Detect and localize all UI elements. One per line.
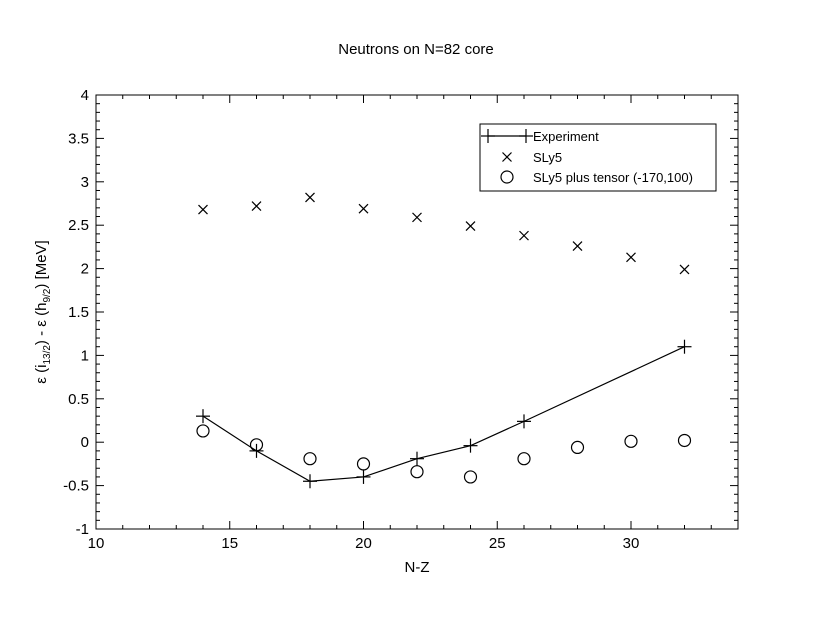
data-point (303, 474, 317, 489)
data-point (358, 203, 369, 214)
data-point (303, 452, 317, 466)
data-point (517, 452, 531, 466)
cross-b (519, 230, 529, 241)
cross-b (251, 201, 262, 212)
cross-b (572, 241, 583, 251)
cross-b (626, 252, 636, 263)
axis-tick-labels: 10 15 20 25 30 -1 -0.5 0 0.5 1 1.5 2 2.5 3 3.5 4 (63, 87, 639, 552)
data-point (196, 424, 210, 438)
data-point (465, 221, 476, 231)
data-point (519, 230, 529, 241)
data-point (196, 409, 210, 424)
y-tick-label: 4 (81, 87, 89, 104)
y-tick-label: -0.5 (63, 478, 89, 495)
series-0 (196, 339, 692, 489)
cross-b (305, 192, 315, 203)
data-point (679, 264, 690, 275)
data-point (251, 201, 262, 212)
y-tick-label: -1 (76, 521, 89, 538)
y-tick-label: 0.5 (68, 391, 89, 408)
data-point (356, 469, 371, 484)
y-axis-label: ε (i13/2) - ε (h9/2) [MeV] (33, 240, 53, 383)
legend-box (479, 123, 717, 192)
y-tick-label: 1.5 (68, 304, 89, 321)
x-tick-label: 30 (623, 535, 640, 552)
series-1 (198, 192, 690, 275)
cross-b (358, 203, 369, 214)
legend-label: Experiment (533, 129, 599, 144)
cross-b (465, 221, 476, 231)
x-tick-label: 10 (88, 535, 105, 552)
axis-ticks (95, 94, 739, 530)
chart-title: Neutrons on N=82 core (338, 41, 494, 58)
y-label-suffix: ) [MeV] (33, 240, 50, 288)
legend-entry: Experiment (481, 129, 599, 144)
x-tick-label: 15 (221, 535, 238, 552)
y-tick-label: 3.5 (68, 130, 89, 147)
series-layer (196, 192, 692, 489)
series-line (202, 346, 685, 482)
data-point (463, 438, 478, 453)
data-point (410, 465, 424, 479)
data-point (572, 241, 583, 251)
data-point (624, 434, 638, 448)
y-tick-label: 2 (81, 261, 89, 278)
data-point (517, 414, 531, 429)
series-2 (196, 424, 692, 484)
legend-marker (502, 152, 512, 162)
legend-entry: SLy5 (502, 150, 562, 165)
x-tick-label: 20 (355, 535, 372, 552)
data-point (412, 212, 422, 223)
data-point (356, 457, 371, 471)
legend: Experiment SLy5 SLy5 plus tensor (-170,100… (479, 123, 717, 192)
cross-b (679, 264, 690, 275)
data-point (626, 252, 636, 263)
x-axis-label: N-Z (405, 559, 430, 576)
x-tick-label: 25 (489, 535, 506, 552)
data-point (677, 339, 692, 354)
y-tick-label: 3 (81, 174, 89, 191)
legend-marker (519, 129, 533, 143)
data-point (410, 451, 424, 466)
cross-b (502, 152, 512, 162)
data-point (463, 470, 478, 484)
y-tick-label: 0 (81, 434, 89, 451)
y-label-prefix: ε (i (33, 365, 50, 384)
cross-b (412, 212, 422, 223)
y-label-sub1: 13/2 (42, 345, 53, 365)
legend-label: SLy5 (533, 150, 562, 165)
y-label-middle: ) - ε (h (33, 303, 50, 346)
y-tick-label: 2.5 (68, 217, 89, 234)
legend-marker (500, 170, 514, 184)
data-point (305, 192, 315, 203)
cross-b (198, 204, 208, 215)
y-tick-label: 1 (81, 347, 89, 364)
data-point (249, 438, 264, 452)
legend-marker (481, 129, 495, 143)
y-label-sub2: 9/2 (42, 288, 53, 302)
data-point (570, 440, 585, 455)
data-point (677, 433, 692, 448)
legend-entry: SLy5 plus tensor (-170,100) (500, 170, 693, 185)
data-point (198, 204, 208, 215)
legend-label: SLy5 plus tensor (-170,100) (533, 170, 693, 185)
